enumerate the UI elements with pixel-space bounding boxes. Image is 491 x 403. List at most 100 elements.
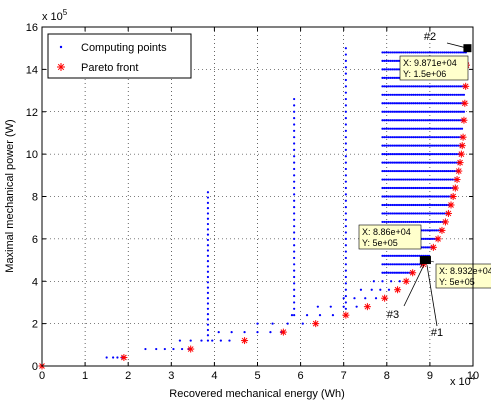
annotations: X: 8.932e+04Y: 5e+05#1X: 9.871e+04Y: 1.5… — [358, 31, 491, 339]
computing-point — [439, 136, 442, 139]
computing-point — [293, 110, 296, 113]
computing-point — [180, 347, 184, 351]
computing-point — [445, 93, 448, 96]
computing-point — [394, 271, 398, 274]
computing-point — [445, 203, 448, 207]
computing-point — [269, 331, 272, 334]
computing-point — [393, 161, 396, 164]
computing-point — [408, 161, 411, 164]
computing-point — [420, 136, 423, 139]
computing-point — [217, 331, 220, 334]
computing-point — [420, 195, 423, 198]
computing-point — [416, 153, 419, 156]
computing-point — [429, 153, 433, 156]
computing-point — [404, 212, 407, 215]
computing-point — [406, 161, 409, 164]
computing-point — [293, 193, 296, 196]
computing-point — [387, 169, 390, 173]
computing-point — [462, 93, 466, 96]
computing-point — [453, 127, 456, 130]
computing-point — [414, 136, 417, 139]
computing-point — [398, 51, 402, 54]
computing-point — [385, 195, 388, 198]
datatip-box — [435, 263, 491, 289]
computing-point — [414, 212, 417, 215]
computing-point — [433, 186, 436, 190]
computing-point — [458, 127, 462, 130]
computing-point — [402, 186, 405, 190]
computing-point — [342, 305, 345, 308]
computing-point — [457, 119, 460, 122]
computing-point — [200, 339, 203, 342]
computing-point — [408, 263, 411, 266]
computing-point — [293, 288, 296, 291]
x-tick-label: 1 — [82, 370, 88, 382]
y-tick-label: 6 — [32, 234, 38, 246]
computing-point — [416, 119, 419, 122]
computing-point — [391, 76, 394, 79]
computing-point — [293, 231, 296, 234]
computing-point — [393, 144, 396, 147]
computing-point — [383, 136, 386, 139]
computing-point — [383, 127, 386, 130]
computing-point — [394, 102, 398, 105]
computing-point — [408, 220, 411, 224]
computing-point — [445, 169, 448, 173]
computing-point — [381, 110, 384, 113]
computing-point — [402, 263, 405, 266]
computing-point — [431, 119, 435, 122]
computing-point — [385, 203, 388, 207]
computing-point — [391, 271, 394, 274]
x-tick-label: 4 — [211, 370, 217, 382]
computing-point — [404, 186, 407, 190]
computing-point — [414, 102, 417, 105]
computing-point — [406, 102, 409, 105]
computing-point — [437, 102, 440, 105]
computing-point — [393, 271, 396, 274]
computing-point — [429, 178, 433, 181]
computing-point — [359, 288, 363, 291]
computing-point — [435, 153, 438, 156]
y-exponent: x 105 — [42, 8, 68, 23]
x-tick-label: 3 — [168, 370, 174, 382]
computing-point — [404, 85, 407, 88]
computing-point — [420, 144, 423, 147]
computing-point — [414, 51, 417, 54]
computing-point — [155, 347, 158, 351]
computing-point — [105, 356, 108, 359]
computing-point — [344, 225, 347, 228]
computing-point — [429, 136, 433, 139]
computing-point — [394, 76, 398, 79]
legend-box — [47, 33, 192, 79]
computing-point — [433, 161, 436, 164]
computing-point — [416, 263, 419, 266]
computing-point — [449, 119, 452, 122]
computing-point — [443, 212, 446, 215]
computing-point — [398, 280, 401, 283]
computing-point — [424, 127, 427, 130]
computing-point — [393, 136, 396, 139]
computing-point — [445, 127, 448, 130]
computing-point — [163, 347, 166, 351]
asterisk-stroke — [280, 329, 287, 335]
y-tick-label: 8 — [32, 192, 38, 204]
computing-point — [393, 153, 396, 156]
computing-point — [441, 119, 444, 122]
computing-point — [404, 271, 407, 274]
computing-point — [425, 102, 429, 105]
pareto-point — [342, 311, 350, 319]
computing-point — [389, 127, 392, 130]
computing-point — [293, 250, 296, 253]
computing-point — [412, 110, 415, 113]
computing-point — [402, 195, 405, 198]
computing-point — [427, 220, 431, 224]
pareto-point — [457, 150, 465, 158]
computing-point — [402, 110, 405, 113]
computing-point — [443, 178, 446, 181]
x-axis-ticks: 0 1 2 3 4 5 6 7 8 9 10 — [39, 27, 479, 382]
asterisk-stroke — [458, 151, 465, 157]
computing-point — [393, 203, 396, 207]
computing-point — [441, 178, 444, 181]
computing-point — [391, 161, 394, 164]
computing-point — [402, 85, 405, 88]
